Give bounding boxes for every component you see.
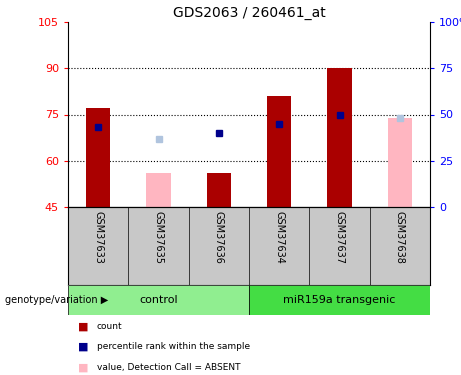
Bar — [388, 118, 412, 207]
Bar — [267, 96, 291, 207]
Text: ■: ■ — [78, 342, 89, 352]
Text: count: count — [97, 322, 123, 331]
Bar — [207, 173, 231, 207]
Bar — [68, 285, 249, 315]
Bar — [86, 108, 110, 207]
Text: GSM37633: GSM37633 — [93, 211, 103, 264]
Bar — [147, 173, 171, 207]
Text: ■: ■ — [78, 321, 89, 331]
Text: percentile rank within the sample: percentile rank within the sample — [97, 342, 250, 351]
Text: control: control — [139, 295, 178, 305]
Bar — [327, 68, 352, 207]
Text: GSM37638: GSM37638 — [395, 211, 405, 264]
Text: value, Detection Call = ABSENT: value, Detection Call = ABSENT — [97, 363, 240, 372]
Text: GSM37636: GSM37636 — [214, 211, 224, 264]
Text: ■: ■ — [78, 363, 89, 372]
Text: GSM37634: GSM37634 — [274, 211, 284, 264]
Bar — [249, 285, 430, 315]
Text: GSM37637: GSM37637 — [335, 211, 344, 264]
Text: genotype/variation ▶: genotype/variation ▶ — [5, 295, 108, 305]
Text: GSM37635: GSM37635 — [154, 211, 164, 264]
Title: GDS2063 / 260461_at: GDS2063 / 260461_at — [172, 6, 325, 20]
Text: miR159a transgenic: miR159a transgenic — [284, 295, 396, 305]
